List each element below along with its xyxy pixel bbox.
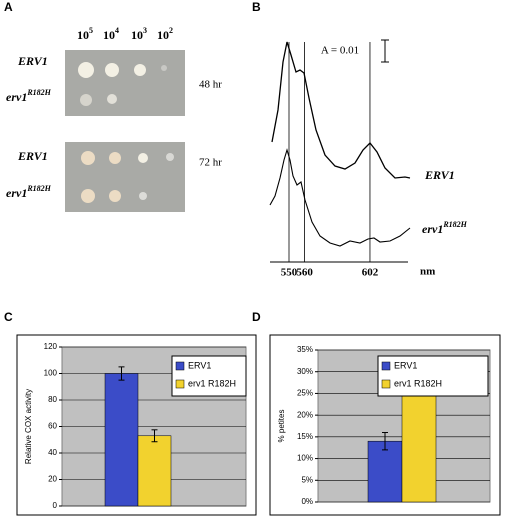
legend-swatch (175, 361, 185, 371)
legend-label: ERV1 (188, 360, 211, 370)
strain-label-base: erv1 (6, 186, 27, 200)
strain-label-base: ERV1 (17, 54, 48, 68)
dilution-label: 105 (77, 26, 93, 42)
legend-label: ERV1 (394, 360, 417, 370)
scale-label: A = 0.01 (321, 45, 359, 57)
strain-label: ERV1 (17, 54, 48, 68)
plate (65, 50, 185, 116)
dilution-label-base: 10 (77, 28, 89, 42)
y-tick-label: 15% (297, 432, 313, 441)
dilution-label-sup: 2 (169, 26, 173, 35)
legend-swatch (175, 379, 185, 389)
y-tick-label: 120 (44, 342, 58, 351)
y-tick-label: 40 (48, 448, 57, 457)
panel-label: B (252, 0, 261, 14)
y-tick-label: 5% (301, 475, 313, 484)
strain-label-sup: R182H (26, 88, 51, 97)
dilution-label: 103 (131, 26, 147, 42)
colonies (78, 62, 174, 203)
dilution-label-sup: 5 (89, 26, 93, 35)
y-tick-label: 100 (44, 369, 58, 378)
legend-label: erv1 R182H (394, 378, 442, 388)
y-tick-label: 80 (48, 395, 57, 404)
bar (367, 440, 403, 503)
y-tick-label: 30% (297, 367, 313, 376)
strain-label: erv1R182H (6, 88, 52, 104)
dilution-label-base: 10 (157, 28, 169, 42)
y-axis-label: % petites (277, 410, 286, 443)
trace-label: erv1R182H (422, 220, 468, 236)
y-tick-label: 0 (53, 501, 58, 510)
dilution-label-sup: 3 (143, 26, 147, 35)
y-tick-label: 25% (297, 389, 313, 398)
time-label: 72 hr (199, 157, 222, 169)
strain-label-sup: R182H (26, 184, 51, 193)
x-unit: nm (420, 266, 435, 278)
panel-label: C (4, 310, 13, 324)
trace-label: ERV1 (424, 168, 455, 182)
dilution-label: 104 (103, 26, 119, 42)
time-label: 48 hr (199, 79, 222, 91)
dilution-label-sup: 4 (115, 26, 119, 35)
spectrum (269, 148, 411, 247)
y-tick-label: 20% (297, 410, 313, 419)
bar (401, 375, 437, 503)
y-tick-label: 10% (297, 454, 313, 463)
trace-label-base: erv1 (422, 222, 443, 236)
strain-label-base: erv1 (6, 90, 27, 104)
legend-swatch (381, 379, 391, 389)
y-tick-label: 35% (297, 345, 313, 354)
bar (104, 373, 139, 507)
y-axis-label: Relative COX activity (24, 389, 33, 464)
plate (65, 142, 185, 212)
trace-label-base: ERV1 (424, 168, 455, 182)
dilution-label-base: 10 (103, 28, 115, 42)
spectrum (271, 41, 411, 179)
y-tick-label: 20 (48, 475, 57, 484)
y-tick-label: 60 (48, 422, 57, 431)
panel-label: A (4, 0, 13, 14)
strain-label-base: ERV1 (17, 149, 48, 163)
legend-label: erv1 R182H (188, 378, 236, 388)
panel-label: D (252, 310, 261, 324)
legend (377, 355, 489, 397)
legend-swatch (381, 361, 391, 371)
strain-label: ERV1 (17, 149, 48, 163)
y-tick-label: 0% (301, 497, 313, 506)
x-tick-label: 602 (362, 267, 379, 279)
x-tick-label: 560 (296, 267, 313, 279)
dilution-label-base: 10 (131, 28, 143, 42)
strain-label: erv1R182H (6, 184, 52, 200)
legend (171, 355, 247, 397)
bar (137, 435, 172, 507)
x-tick-label: 550 (281, 267, 298, 279)
trace-label-sup: R182H (442, 220, 467, 229)
dilution-label: 102 (157, 26, 173, 42)
